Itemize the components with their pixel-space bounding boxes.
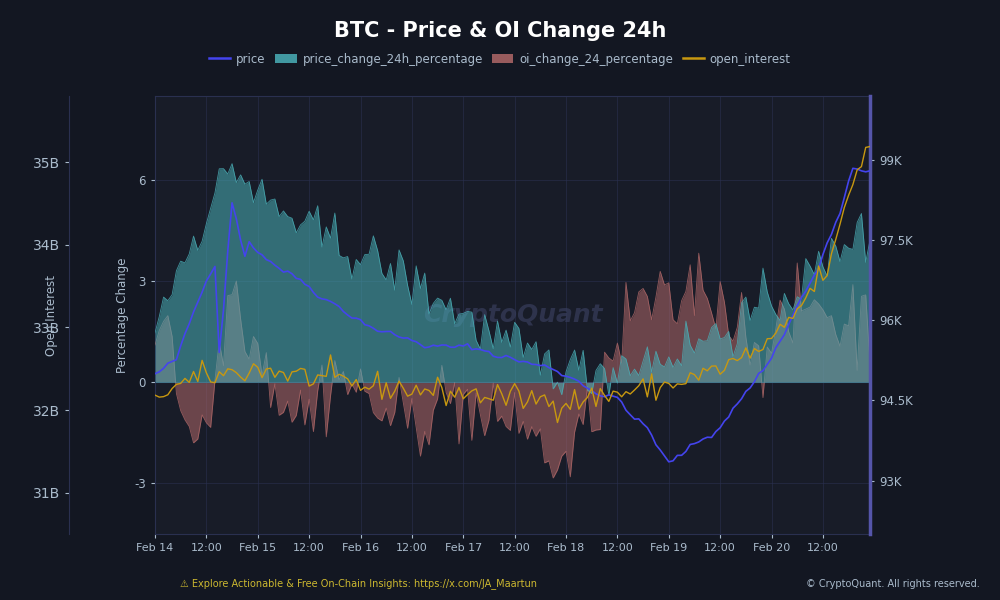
Text: © CryptoQuant. All rights reserved.: © CryptoQuant. All rights reserved. bbox=[806, 579, 980, 589]
Text: CryptoQuant: CryptoQuant bbox=[423, 303, 602, 327]
Text: ⚠ Explore Actionable & Free On-Chain Insights: https://x.com/JA_Maartun: ⚠ Explore Actionable & Free On-Chain Ins… bbox=[180, 578, 537, 589]
Text: BTC - Price & OI Change 24h: BTC - Price & OI Change 24h bbox=[334, 21, 666, 41]
Legend: price, price_change_24h_percentage, oi_change_24_percentage, open_interest: price, price_change_24h_percentage, oi_c… bbox=[204, 48, 796, 70]
Y-axis label: Percentage Change: Percentage Change bbox=[116, 257, 129, 373]
Y-axis label: Open Interest: Open Interest bbox=[45, 275, 58, 355]
